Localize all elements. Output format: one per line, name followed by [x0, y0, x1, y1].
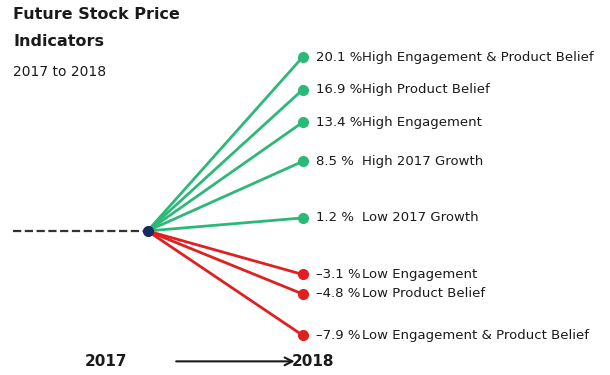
Text: Low Engagement & Product Belief: Low Engagement & Product Belief: [362, 329, 589, 342]
Text: 1.2 %: 1.2 %: [315, 211, 354, 224]
Text: 8.5 %: 8.5 %: [315, 155, 353, 168]
Text: Indicators: Indicators: [13, 34, 104, 49]
Text: –7.9 %: –7.9 %: [315, 329, 360, 342]
Text: 2018: 2018: [292, 354, 334, 369]
Text: –4.8 %: –4.8 %: [315, 288, 360, 300]
Text: Low Engagement: Low Engagement: [362, 268, 478, 281]
Text: Future Stock Price: Future Stock Price: [13, 7, 180, 22]
Text: 20.1 %: 20.1 %: [315, 51, 362, 64]
Text: 13.4 %: 13.4 %: [315, 116, 362, 129]
Text: Low 2017 Growth: Low 2017 Growth: [362, 211, 479, 224]
Text: High 2017 Growth: High 2017 Growth: [362, 155, 483, 168]
Text: High Product Belief: High Product Belief: [362, 83, 490, 96]
Text: High Engagement & Product Belief: High Engagement & Product Belief: [362, 51, 594, 64]
Text: High Engagement: High Engagement: [362, 116, 482, 129]
Text: Low Product Belief: Low Product Belief: [362, 288, 485, 300]
Text: 16.9 %: 16.9 %: [315, 83, 362, 96]
Text: –3.1 %: –3.1 %: [315, 268, 360, 281]
Text: 2017: 2017: [85, 354, 127, 369]
Text: 2017 to 2018: 2017 to 2018: [13, 65, 106, 79]
